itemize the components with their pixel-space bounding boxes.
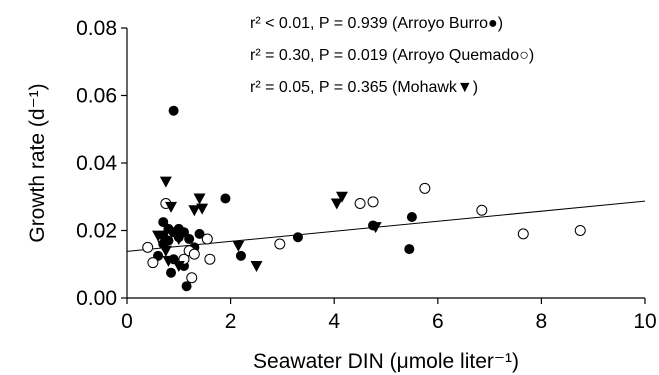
data-point-arroyo-quemado bbox=[188, 248, 200, 260]
data-point-arroyo-quemado bbox=[419, 182, 431, 194]
x-tick-label: 4 bbox=[328, 310, 340, 333]
data-point-mohawk bbox=[193, 193, 206, 205]
data-point-arroyo-burro bbox=[235, 250, 246, 261]
data-point-mohawk bbox=[188, 205, 201, 217]
data-point-arroyo-burro bbox=[184, 233, 195, 244]
y-tick-label: 0.04 bbox=[76, 152, 117, 175]
annotation-arroyo-quemado: r² = 0.30, P = 0.019 (Arroyo Quemado○) bbox=[250, 47, 534, 64]
plot-area: 0 2 4 6 8 10 0.00 0.02 0.04 0.06 0.08 bbox=[76, 17, 657, 333]
y-tick-label: 0.00 bbox=[76, 287, 117, 310]
data-point-arroyo-burro bbox=[220, 193, 231, 204]
data-point-mohawk bbox=[172, 260, 185, 272]
data-point-arroyo-burro bbox=[194, 228, 205, 239]
x-axis-ticks: 0 2 4 6 8 10 bbox=[121, 298, 657, 333]
data-point-mohawk bbox=[157, 240, 170, 252]
data-point-arroyo-burro bbox=[181, 281, 192, 292]
data-point-mohawk bbox=[369, 222, 382, 234]
data-point-arroyo-quemado bbox=[354, 198, 366, 209]
data-points bbox=[142, 105, 586, 292]
x-tick-label: 8 bbox=[536, 310, 548, 333]
data-point-arroyo-burro bbox=[406, 212, 417, 222]
data-point-arroyo-quemado bbox=[142, 241, 154, 253]
data-point-mohawk bbox=[152, 230, 165, 242]
y-axis-ticks: 0.00 0.02 0.04 0.06 0.08 bbox=[76, 17, 127, 310]
data-point-arroyo-quemado bbox=[517, 228, 529, 240]
data-point-arroyo-quemado bbox=[476, 204, 488, 216]
annotations: r² < 0.01, P = 0.939 (Arroyo Burro●) r² … bbox=[250, 15, 534, 96]
data-point-mohawk bbox=[162, 255, 175, 267]
data-point-mohawk bbox=[165, 201, 178, 213]
data-point-arroyo-quemado bbox=[367, 196, 379, 208]
y-tick-label: 0.02 bbox=[76, 220, 117, 243]
data-point-arroyo-burro bbox=[404, 244, 415, 255]
data-point-arroyo-burro bbox=[158, 217, 169, 228]
data-point-arroyo-quemado bbox=[204, 253, 216, 265]
data-point-mohawk bbox=[250, 260, 263, 272]
data-point-arroyo-quemado bbox=[186, 272, 198, 284]
data-point-arroyo-quemado bbox=[147, 257, 159, 269]
y-tick-label: 0.08 bbox=[76, 17, 117, 40]
data-point-mohawk bbox=[159, 176, 172, 188]
series-arroyo-quemado bbox=[142, 182, 586, 284]
data-point-arroyo-quemado bbox=[201, 233, 213, 245]
x-tick-label: 6 bbox=[432, 310, 444, 333]
x-tick-label: 0 bbox=[121, 310, 133, 333]
data-point-arroyo-burro bbox=[292, 232, 303, 243]
regression-line bbox=[126, 200, 646, 252]
data-point-mohawk bbox=[232, 240, 245, 252]
annotation-arroyo-burro: r² < 0.01, P = 0.939 (Arroyo Burro●) bbox=[250, 15, 503, 32]
x-tick-label: 10 bbox=[633, 310, 656, 333]
data-point-mohawk bbox=[335, 191, 348, 203]
x-axis-title: Seawater DIN (μmole liter⁻¹) bbox=[253, 350, 519, 373]
y-axis-title: Growth rate (d⁻¹) bbox=[26, 83, 49, 242]
data-point-arroyo-burro bbox=[166, 267, 177, 278]
data-point-arroyo-quemado bbox=[274, 238, 286, 250]
data-point-mohawk bbox=[172, 233, 185, 245]
x-tick-label: 2 bbox=[225, 310, 237, 333]
data-point-mohawk bbox=[330, 198, 343, 210]
annotation-mohawk: r² = 0.05, P = 0.365 (Mohawk▼) bbox=[250, 79, 478, 96]
data-point-arroyo-burro bbox=[168, 105, 179, 116]
y-tick-label: 0.06 bbox=[76, 85, 117, 108]
series-mohawk bbox=[152, 176, 382, 272]
data-point-arroyo-quemado bbox=[574, 225, 586, 236]
